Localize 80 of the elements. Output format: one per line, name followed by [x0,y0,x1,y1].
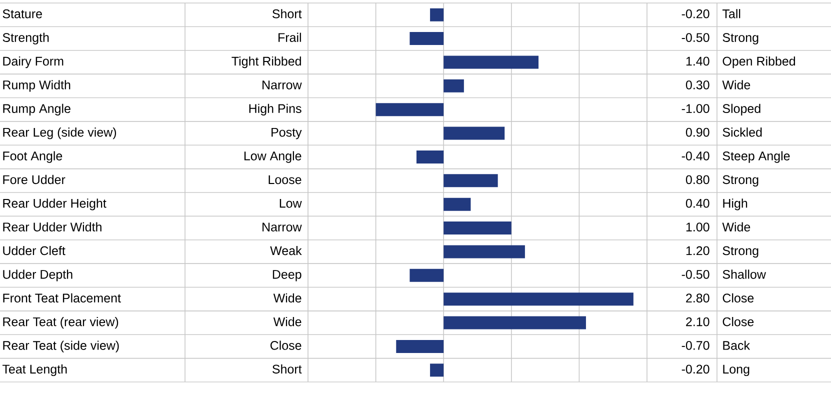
data-label: -0.20 [682,364,710,374]
text: Weak [270,246,302,256]
bar [410,268,444,282]
text: Tall [722,9,740,18]
bar [410,32,444,46]
data-label: -0.50 [682,33,710,42]
text: Loose [268,175,302,184]
y-tick-label: Rear Udder Height [3,198,106,210]
text: Narrow [262,80,302,90]
data-label: -0.20 [682,9,710,18]
bar [444,292,634,306]
bar [444,198,471,211]
text: Strong [722,33,758,44]
text: Short [272,9,302,18]
data-label: -0.50 [682,270,710,279]
bar [376,103,444,116]
text: Frail [278,32,301,42]
text: Wide [273,293,302,303]
bar [430,364,444,377]
y-tick-label: Stature [2,9,42,18]
text: Close [722,317,754,326]
text: Close [722,293,754,303]
data-label: 1.40 [686,56,710,66]
data-label: 0.40 [686,198,710,208]
data-label: 1.00 [686,222,710,232]
bar [444,245,525,258]
y-tick-label: Rear Teat (rear view) [3,317,118,329]
y-tick-label: Rump Width [3,80,70,92]
data-label: 0.90 [686,128,710,137]
text: Strong [722,175,758,187]
text: Posty [272,128,302,140]
y-tick-label: Rump Angle [3,104,70,116]
y-tick-label: Dairy Form [3,56,64,68]
text: Strong [722,246,758,258]
text: Wide [722,80,750,90]
y-tick-label: Fore Udder [3,174,66,184]
text: Steep Angle [722,151,790,163]
data-label: 0.80 [686,175,710,184]
text: Deep [272,270,302,282]
text: Sloped [722,104,760,116]
text: Low Angle [244,151,302,163]
bar [430,8,444,22]
text: Back [723,340,750,350]
text: High [723,198,748,210]
data-label: -1.00 [682,104,710,114]
data-label: -0.40 [682,152,710,160]
bar [416,150,444,164]
bar [444,316,586,330]
data-label: 2.10 [686,317,710,326]
text: Wide [273,317,302,326]
text: Close [270,340,302,350]
text: Shallow [722,270,766,279]
text: Long [723,364,750,376]
bar [444,222,512,235]
bar [444,174,498,188]
y-tick-label: Udder Cleft [3,246,66,256]
text: Tight Ribbed [232,56,301,68]
y-tick-label: Foot Angle [3,151,62,163]
text: Open Ribbed [722,56,796,68]
text: Sickled [722,128,762,137]
text: Short [272,364,302,374]
data-label: 2.80 [686,294,710,303]
y-tick-label: Rear Udder Width [3,222,102,232]
y-tick-label: Rear Teat (side view) [3,340,119,352]
y-tick-label: Rear Leg (side view) [3,128,116,140]
y-tick-label: Udder Depth [3,270,72,282]
bar [444,126,505,140]
data-label: -0.70 [682,341,710,350]
text: Low [280,199,302,208]
bar [444,56,539,69]
y-tick-label: Front Teat Placement [3,293,121,303]
y-tick-label: Strength [2,32,49,44]
bar [396,340,444,353]
text: High Pins [249,104,302,116]
bar [444,79,464,92]
text: Wide [722,222,750,232]
data-label: 0.30 [686,80,710,90]
y-tick-label: Teat Length [2,364,67,376]
text: Narrow [262,222,302,232]
data-label: 1.20 [686,246,710,256]
